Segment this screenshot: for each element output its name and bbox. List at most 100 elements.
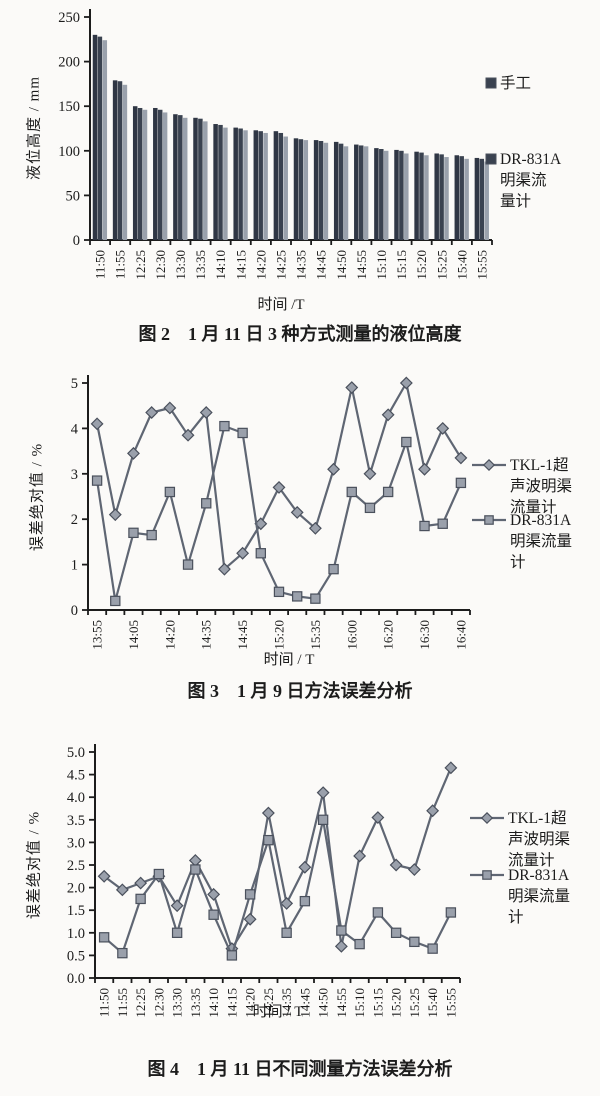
svg-text:14:45: 14:45 xyxy=(314,250,329,280)
svg-text:3.0: 3.0 xyxy=(67,835,85,851)
svg-text:16:20: 16:20 xyxy=(381,620,396,650)
svg-text:TKL-1超: TKL-1超 xyxy=(508,809,567,827)
x-axis-title: 时间 / T xyxy=(252,1004,304,1020)
axes xyxy=(87,375,470,611)
svg-text:14:35: 14:35 xyxy=(294,250,309,280)
svg-text:3: 3 xyxy=(71,467,78,483)
svg-text:手工: 手工 xyxy=(500,74,531,92)
svg-text:15:55: 15:55 xyxy=(474,250,489,280)
svg-text:15:15: 15:15 xyxy=(394,250,409,280)
svg-text:TKL-1超: TKL-1超 xyxy=(510,456,569,474)
y-tick-labels: 0.0 0.5 1.0 1.5 2.0 2.5 3.0 3.5 4.0 4.5 5.0 xyxy=(67,745,95,987)
svg-text:14:10: 14:10 xyxy=(206,988,221,1018)
svg-text:量计: 量计 xyxy=(500,192,531,210)
error-line-chart-jan9-canvas: 0 1 2 3 4 5 13:55 14:05 14:20 14:35 14:45 15:20 15:3… xyxy=(71,375,572,650)
x-axis-title: 时间 /T xyxy=(257,297,305,313)
svg-text:15:40: 15:40 xyxy=(425,988,440,1018)
figure-4-error-analysis-jan11: 0.0 0.5 1.0 1.5 2.0 2.5 3.0 3.5 4.0 4.5 5.0 11:50 11… xyxy=(0,715,600,1096)
svg-text:3.5: 3.5 xyxy=(67,813,85,829)
svg-text:14:20: 14:20 xyxy=(253,250,268,280)
svg-text:13:55: 13:55 xyxy=(90,620,105,650)
line-series-1 xyxy=(91,420,467,607)
svg-text:11:55: 11:55 xyxy=(113,250,128,279)
svg-text:DR-831A: DR-831A xyxy=(510,512,572,529)
svg-text:13:30: 13:30 xyxy=(173,250,188,280)
svg-text:5.0: 5.0 xyxy=(67,745,85,761)
svg-text:流量计: 流量计 xyxy=(508,851,555,869)
svg-text:2.5: 2.5 xyxy=(67,858,85,874)
svg-text:4.0: 4.0 xyxy=(67,790,85,806)
svg-text:150: 150 xyxy=(58,99,80,115)
svg-text:15:20: 15:20 xyxy=(272,620,287,650)
svg-text:声波明渠: 声波明渠 xyxy=(510,477,572,495)
svg-text:12:25: 12:25 xyxy=(133,988,148,1018)
y-axis-title: 误差绝对值 / % xyxy=(26,810,43,920)
bar-series-2 xyxy=(102,40,489,241)
x-axis-title: 时间 / T xyxy=(263,652,315,668)
svg-text:14:55: 14:55 xyxy=(354,250,369,280)
svg-text:200: 200 xyxy=(58,55,80,71)
axes xyxy=(89,9,492,241)
line-series-0 xyxy=(90,376,468,576)
svg-text:100: 100 xyxy=(58,144,80,160)
svg-text:15:40: 15:40 xyxy=(454,250,469,280)
svg-text:12:30: 12:30 xyxy=(153,250,168,280)
svg-text:14:20: 14:20 xyxy=(162,620,177,650)
svg-text:14:55: 14:55 xyxy=(334,988,349,1018)
svg-text:14:05: 14:05 xyxy=(126,620,141,650)
svg-text:14:35: 14:35 xyxy=(279,988,294,1018)
error-line-chart-jan11-canvas: 0.0 0.5 1.0 1.5 2.0 2.5 3.0 3.5 4.0 4.5 5.0 11:50 11… xyxy=(67,744,570,1018)
svg-text:5: 5 xyxy=(71,376,78,392)
y-axis-title: 液位高度 / mm xyxy=(26,75,43,181)
svg-text:0.0: 0.0 xyxy=(67,971,85,987)
svg-text:15:25: 15:25 xyxy=(434,250,449,280)
svg-text:11:50: 11:50 xyxy=(97,988,112,1017)
line-series-1 xyxy=(98,814,457,961)
y-tick-labels: 0 1 2 3 4 5 xyxy=(71,376,88,619)
svg-text:14:50: 14:50 xyxy=(316,988,331,1018)
x-axis-ticks xyxy=(87,610,471,615)
liquid-level-bar-chart-canvas: 0 50 100 150 200 250 11:50 11:55 12:25 12:30 13:30… xyxy=(58,9,562,280)
x-tick-labels: 13:55 14:05 14:20 14:35 14:45 15:20 15:35 16:00… xyxy=(90,620,469,650)
svg-text:15:10: 15:10 xyxy=(374,250,389,280)
y-tick-labels: 0 50 100 150 200 250 xyxy=(58,10,90,249)
figure-2-liquid-level: 0 50 100 150 200 250 11:50 11:55 12:25 12:30 13:30… xyxy=(0,0,600,355)
svg-text:15:25: 15:25 xyxy=(407,988,422,1018)
svg-text:14:20: 14:20 xyxy=(243,988,258,1018)
svg-text:1.0: 1.0 xyxy=(67,926,85,942)
figure-3-caption: 图 3 1 月 9 日方法误差分析 xyxy=(187,681,413,701)
svg-text:15:20: 15:20 xyxy=(414,250,429,280)
svg-text:1: 1 xyxy=(71,558,78,574)
svg-text:明渠流量: 明渠流量 xyxy=(510,532,572,550)
svg-text:13:30: 13:30 xyxy=(170,988,185,1018)
svg-text:14:15: 14:15 xyxy=(224,988,239,1018)
bar-series-0 xyxy=(92,34,480,241)
svg-text:14:25: 14:25 xyxy=(261,988,276,1018)
x-axis-ticks xyxy=(94,978,461,983)
svg-text:11:55: 11:55 xyxy=(115,988,130,1017)
svg-text:1.5: 1.5 xyxy=(67,903,85,919)
svg-text:13:35: 13:35 xyxy=(188,988,203,1018)
svg-text:计: 计 xyxy=(508,908,524,926)
svg-text:4: 4 xyxy=(71,421,79,437)
svg-text:15:35: 15:35 xyxy=(308,620,323,650)
svg-text:0.5: 0.5 xyxy=(67,948,85,964)
svg-text:12:25: 12:25 xyxy=(133,250,148,280)
svg-text:14:45: 14:45 xyxy=(297,988,312,1018)
svg-text:计: 计 xyxy=(510,553,526,571)
svg-text:16:00: 16:00 xyxy=(344,620,359,650)
svg-text:0: 0 xyxy=(73,233,80,249)
svg-text:11:50: 11:50 xyxy=(93,250,108,279)
svg-text:50: 50 xyxy=(66,188,81,204)
svg-text:0: 0 xyxy=(71,603,78,619)
svg-text:声波明渠: 声波明渠 xyxy=(508,830,570,848)
svg-text:DR-831A: DR-831A xyxy=(500,151,562,168)
x-tick-labels: 11:50 11:55 12:25 12:30 13:30 13:35 14:10 14:15… xyxy=(93,250,490,280)
figure-2-caption: 图 2 1 月 11 日 3 种方式测量的液位高度 xyxy=(138,324,462,344)
figure-3-error-analysis-jan9: 0 1 2 3 4 5 13:55 14:05 14:20 14:35 14:45 15:20 15:3… xyxy=(0,355,600,715)
svg-text:DR-831A: DR-831A xyxy=(508,867,570,884)
y-axis-title: 误差绝对值 / % xyxy=(29,442,46,552)
